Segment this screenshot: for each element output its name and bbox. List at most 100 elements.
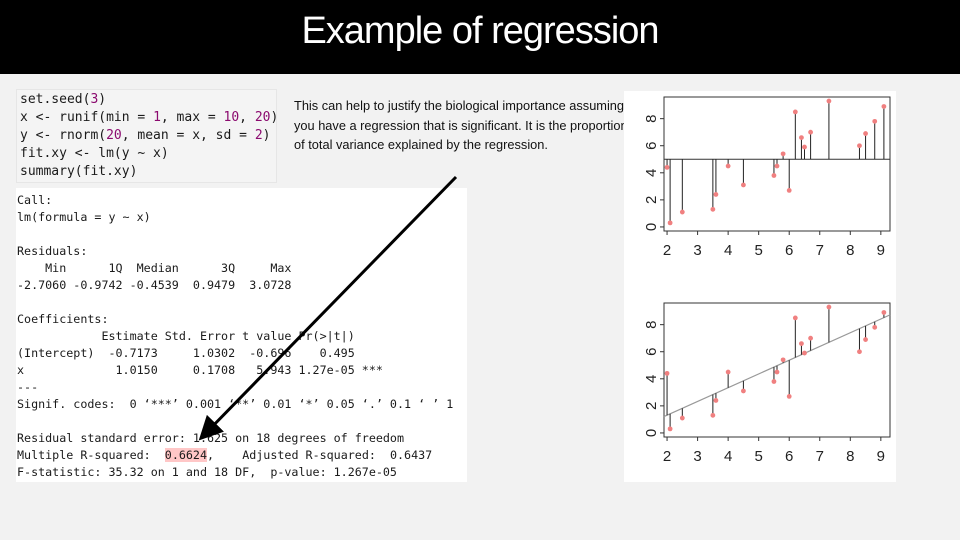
data-point [799,135,804,141]
x-tick-label: 8 [846,242,854,259]
output-line: Residual standard error: 1.625 on 18 deg… [17,431,405,445]
code-text: x <- runif(min = [20,110,154,125]
code-line: x <- runif(min = 1, max = 10, 20) [20,109,279,127]
data-point [713,192,719,197]
data-point [679,415,685,421]
r-code-block: set.seed(3) x <- runif(min = 1, max = 10,… [16,89,279,183]
code-line: summary(fit.xy) [20,163,276,181]
data-point [826,304,832,310]
code-number: 2 [254,128,263,143]
data-point [808,129,813,135]
data-point [857,143,862,149]
data-point [780,357,786,363]
data-point [863,337,868,342]
output-line: F-statistic: 35.32 on 1 and 18 DF, p-val… [17,465,397,479]
data-point [771,379,777,384]
data-point [863,131,868,136]
x-tick-label: 5 [755,242,763,259]
data-point [802,144,807,150]
code-text: y <- rnorm( [20,128,107,143]
residual-plots: 0 2 4 6 8 2 3 4 5 6 7 8 9 0 2 4 6 8 2 3 4 5 6 7 8 9 [624,91,896,482]
plots-svg: 0 2 4 6 8 2 3 4 5 6 7 8 9 0 2 4 6 8 2 3 4 5 6 7 8 9 [643,96,891,465]
x-tick-label: 6 [785,448,793,465]
y-tick-label: 2 [643,196,660,204]
code-number: 1 [153,110,161,125]
output-line [17,294,467,311]
x-tick-label: 3 [693,448,701,465]
data-point [786,393,792,399]
code-number: 3 [90,92,99,107]
code-text: , mean = x, sd = [121,128,255,143]
x-tick-label: 7 [816,242,824,259]
output-line [17,413,467,430]
data-point [710,206,716,212]
output-line: -2.7060 -0.9742 -0.4539 0.9479 3.0728 [17,278,299,292]
output-line: lm(formula = y ~ x) [17,210,151,224]
data-point [710,412,716,418]
y-tick-label: 4 [643,375,660,383]
data-point [808,335,813,341]
slide-title: Example of regression [301,10,659,52]
data-point [780,151,786,157]
code-number: 20 [106,128,122,143]
data-point [857,349,862,355]
y-tick-label: 4 [643,169,660,177]
data-point [799,341,804,347]
output-line: x 1.0150 0.1708 5.943 1.27e-05 *** [17,363,383,377]
data-point [725,369,731,375]
r-squared-line: Multiple R-squared: 0.6624, Adjusted R-s… [17,448,433,462]
code-text: ) [270,110,279,125]
data-point [741,182,746,188]
x-tick-label: 6 [785,242,793,259]
code-line: set.seed(3) [20,91,276,109]
x-tick-label: 4 [724,448,732,465]
output-line: Residuals: [17,244,88,258]
title-bar: Example of regression [0,0,960,74]
data-point [881,310,887,315]
data-point [664,370,670,376]
data-point [786,187,792,193]
r-code: set.seed(3) x <- runif(min = 1, max = 10,… [17,90,279,181]
r-summary-output: Call: lm(formula = y ~ x) Residuals: Min … [16,188,467,481]
code-text: , [239,110,255,125]
code-text: fit.xy <- lm(y ~ x) [20,146,169,161]
data-point [741,388,746,394]
x-tick-label: 9 [877,448,885,465]
y-tick-label: 6 [643,348,660,356]
data-point [774,163,780,169]
data-point [872,118,878,124]
data-point [792,315,798,321]
output-line: Coefficients: [17,312,109,326]
x-tick-label: 3 [693,242,701,259]
code-text: set.seed( [20,92,91,107]
x-tick-label: 4 [724,242,732,259]
output-line: Estimate Std. Error t value Pr(>|t|) [17,329,383,343]
data-point [664,164,670,170]
output-line [17,226,467,243]
y-tick-label: 2 [643,402,660,410]
data-point [725,163,731,169]
r-output-block: Call: lm(formula = y ~ x) Residuals: Min … [16,188,467,482]
data-point [826,98,832,104]
x-tick-label: 8 [846,448,854,465]
data-point [881,104,887,109]
data-point [872,324,878,330]
output-line: --- [17,380,39,394]
data-point [713,398,719,403]
x-tick-label: 2 [663,242,671,259]
data-point [679,209,685,215]
code-text: ) [262,128,271,143]
total-variance-panel-frame [663,96,891,232]
code-text: ) [98,92,107,107]
y-tick-label: 8 [643,320,660,328]
y-tick-label: 6 [643,142,660,150]
data-point [667,426,673,432]
data-point [802,350,807,356]
slide-description: This can help to justify the biological … [294,98,628,152]
output-line: Call: [17,193,53,207]
y-tick-label: 8 [643,114,660,122]
code-text: summary(fit.xy) [20,164,138,179]
data-point [667,220,673,226]
y-tick-label: 0 [643,223,660,231]
y-tick-label: 0 [643,429,660,437]
